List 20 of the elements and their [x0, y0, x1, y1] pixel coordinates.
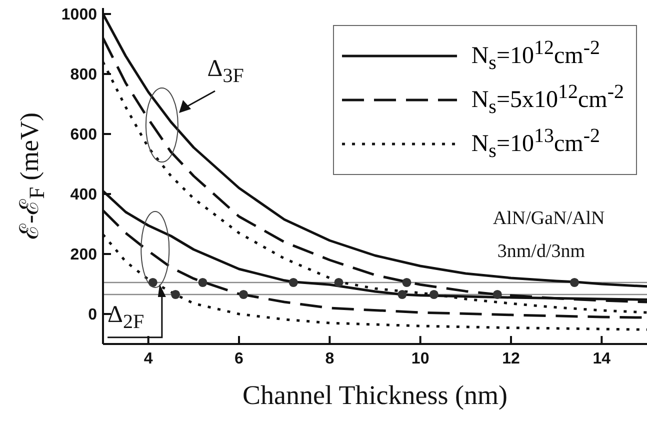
x-tick-label: 12	[502, 350, 520, 368]
x-tick-label: 4	[144, 350, 153, 368]
x-tick-label: 10	[411, 350, 430, 368]
y-tick-label: 0	[88, 306, 98, 324]
x-tick-label: 8	[325, 350, 334, 368]
annotation: AlN/GaN/AlN	[492, 208, 605, 230]
legend-label: N$_{s}$=10$^{12}$cm$^{-2}$	[471, 37, 600, 75]
y-tick-label: 600	[70, 126, 98, 144]
x-tick-label: 14	[592, 350, 611, 368]
y-tick-label: 800	[70, 66, 98, 84]
y-tick-label: 400	[70, 186, 98, 204]
x-tick-label: 6	[234, 350, 244, 368]
annotation: 3nm/d/3nm	[497, 240, 586, 262]
y-tick-label: 1000	[61, 6, 98, 24]
x-axis-title: Channel Thickness (nm)	[242, 380, 508, 411]
legend-label: N$_{s}$=10$^{13}$cm$^{-2}$	[471, 125, 600, 163]
annotation: Δ$_{3F}$	[207, 56, 244, 88]
annotation: Δ$_{2F}$	[108, 302, 144, 334]
y-tick-label: 200	[70, 246, 98, 264]
legend-label: N$_{s}$=5x10$^{12}$cm$^{-2}$	[471, 81, 624, 119]
